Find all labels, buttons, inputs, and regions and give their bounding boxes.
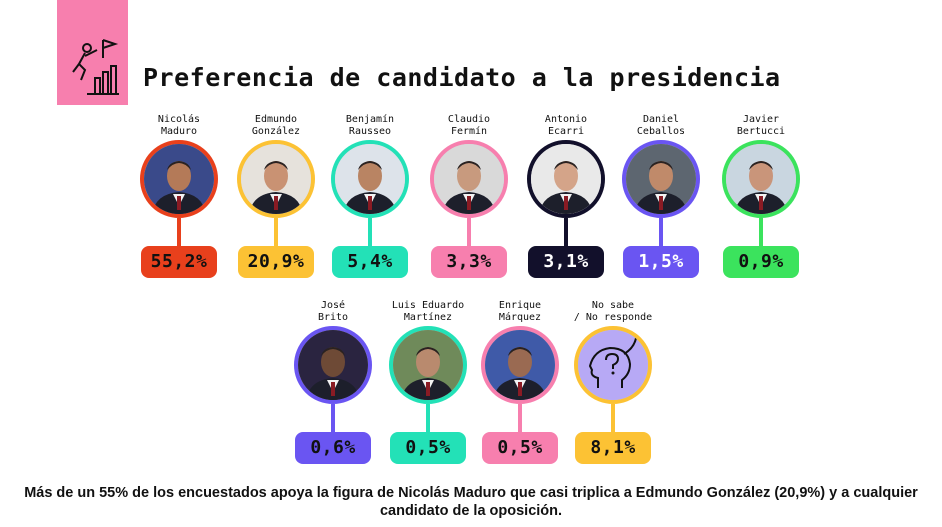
candidate-photo: [331, 140, 409, 218]
candidate-photo: [430, 140, 508, 218]
candidate-name: Claudio Fermín: [447, 114, 491, 137]
head-question-mark-icon: [578, 330, 648, 400]
percentage-label: 8,1%: [575, 432, 651, 464]
candidate-card: José Brito 0,6%: [283, 298, 383, 464]
candidate-card: Benjamín Rausseo 5,4%: [320, 112, 420, 278]
candidate-card: Edmundo González 20,9%: [226, 112, 326, 278]
candidate-card: Luis Eduardo Martínez 0,5%: [378, 298, 478, 464]
connector-line: [177, 218, 181, 248]
connector-line: [759, 218, 763, 248]
connector-line: [518, 404, 522, 434]
candidate-name: Benjamín Rausseo: [345, 114, 395, 137]
candidate-card: Enrique Márquez 0,5%: [470, 298, 570, 464]
candidate-card: No sabe / No responde 8,1%: [563, 298, 663, 464]
connector-line: [368, 218, 372, 248]
candidate-photo: [389, 326, 467, 404]
candidate-photo: [622, 140, 700, 218]
connector-line: [426, 404, 430, 434]
candidate-name: Enrique Márquez: [498, 300, 542, 323]
candidate-card: Claudio Fermín 3,3%: [419, 112, 519, 278]
candidate-name: José Brito: [317, 300, 349, 323]
candidate-name: No sabe / No responde: [573, 300, 653, 323]
candidate-photo: [140, 140, 218, 218]
percentage-label: 3,1%: [528, 246, 604, 278]
percentage-label: 0,5%: [482, 432, 558, 464]
percentage-label: 1,5%: [623, 246, 699, 278]
page-title: Preferencia de candidato a la presidenci…: [143, 63, 781, 92]
candidate-name: Nicolás Maduro: [157, 114, 201, 137]
connector-line: [564, 218, 568, 248]
candidate-name: Luis Eduardo Martínez: [391, 300, 465, 323]
percentage-label: 0,6%: [295, 432, 371, 464]
candidate-photo: [481, 326, 559, 404]
connector-line: [467, 218, 471, 248]
connector-line: [274, 218, 278, 248]
candidate-card: Javier Bertucci 0,9%: [711, 112, 811, 278]
person-climbing-bars-flag-icon: [72, 39, 119, 95]
candidate-name: Antonio Ecarri: [544, 114, 588, 137]
percentage-label: 20,9%: [238, 246, 314, 278]
connector-line: [331, 404, 335, 434]
candidate-card: Daniel Ceballos 1,5%: [611, 112, 711, 278]
percentage-label: 3,3%: [431, 246, 507, 278]
percentage-label: 5,4%: [332, 246, 408, 278]
brand-logo-box: [57, 0, 128, 105]
percentage-label: 0,9%: [723, 246, 799, 278]
percentage-label: 55,2%: [141, 246, 217, 278]
no-response-icon-circle: [574, 326, 652, 404]
connector-line: [611, 404, 615, 434]
percentage-label: 0,5%: [390, 432, 466, 464]
candidate-photo: [527, 140, 605, 218]
candidate-name: Javier Bertucci: [736, 114, 786, 137]
candidate-photo: [722, 140, 800, 218]
footer-summary: Más de un 55% de los encuestados apoya l…: [24, 485, 918, 519]
candidate-card: Nicolás Maduro 55,2%: [129, 112, 229, 278]
candidate-photo: [294, 326, 372, 404]
candidate-name: Daniel Ceballos: [636, 114, 686, 137]
candidate-photo: [237, 140, 315, 218]
candidate-card: Antonio Ecarri 3,1%: [516, 112, 616, 278]
connector-line: [659, 218, 663, 248]
candidate-name: Edmundo González: [251, 114, 301, 137]
